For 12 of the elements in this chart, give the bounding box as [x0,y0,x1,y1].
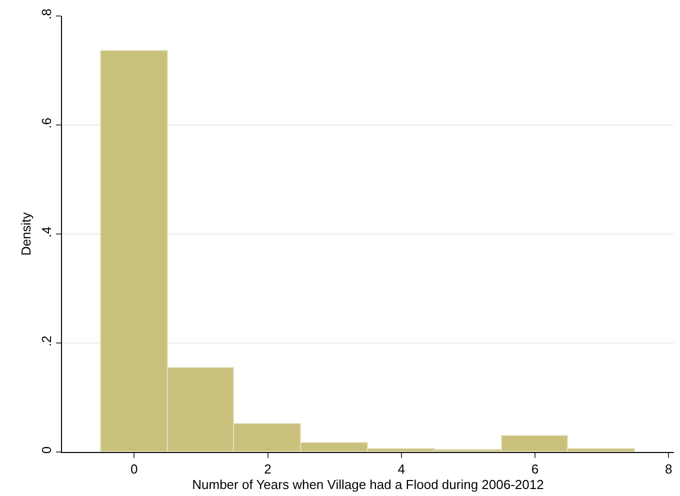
y-tick-label: .2 [38,336,54,346]
x-tick-label: 8 [665,462,672,477]
y-tick-label: .6 [38,118,54,128]
x-tick-label: 0 [130,462,138,477]
y-tick-label: 0 [38,446,54,454]
x-tick-label: 4 [398,462,406,477]
y-tick-label: .4 [38,226,54,238]
x-tick-label: 2 [264,462,272,477]
y-tick-label: .8 [38,8,54,20]
y-axis-title: Density [18,212,34,256]
x-axis-title: Number of Years when Village had a Flood during 2006-2012 [192,477,544,492]
x-tick-label: 6 [531,462,539,477]
